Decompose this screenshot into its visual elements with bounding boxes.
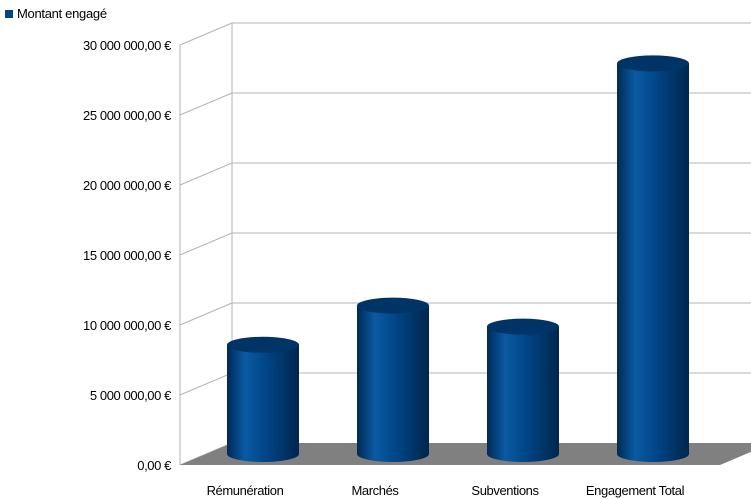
x-tick-label: Engagement Total <box>586 483 685 498</box>
bar-1 <box>357 297 429 462</box>
y-tick-label: 25 000 000,00 € <box>83 108 172 123</box>
y-tick-label: 10 000 000,00 € <box>83 318 172 333</box>
x-tick-label: Rémunération <box>207 483 284 498</box>
chart-legend: Montant engagé <box>5 6 107 21</box>
x-tick-label: Subventions <box>471 483 539 498</box>
gridline-side-2 <box>179 302 233 326</box>
bar-body <box>487 326 559 462</box>
chart-floor <box>180 443 751 465</box>
bar-2 <box>487 318 559 462</box>
bar-top <box>357 297 429 314</box>
y-tick-label: 5 000 000,00 € <box>90 388 172 403</box>
legend-label: Montant engagé <box>17 6 107 21</box>
legend-swatch <box>5 9 13 18</box>
bar-3 <box>617 55 689 463</box>
x-tick-label: Marchés <box>351 483 399 498</box>
bar-top <box>227 336 299 353</box>
x-axis-tick-labels: Rémunération Marchés Subventions Engagement… <box>207 483 685 498</box>
y-tick-label: 0,00 € <box>137 458 172 473</box>
y-tick-label: 20 000 000,00 € <box>83 178 172 193</box>
gridline-side-6 <box>179 22 233 46</box>
bar-top <box>617 55 689 72</box>
gridline-side-3 <box>179 232 233 256</box>
y-axis-tick-labels: 0,00 € 5 000 000,00 € 10 000 000,00 € 15 00… <box>83 38 173 473</box>
bar-body <box>357 305 429 462</box>
gridline-side-4 <box>179 162 233 186</box>
y-tick-label: 15 000 000,00 € <box>83 248 172 263</box>
bar-top <box>487 318 559 335</box>
chart-floor-plane <box>180 443 751 465</box>
bar-body <box>617 63 689 463</box>
chart-bars <box>227 55 689 463</box>
bar-body <box>227 344 299 462</box>
bar-0 <box>227 336 299 462</box>
y-tick-label: 30 000 000,00 € <box>83 38 172 53</box>
gridline-side-5 <box>179 92 233 116</box>
gridline-side-1 <box>179 372 233 396</box>
